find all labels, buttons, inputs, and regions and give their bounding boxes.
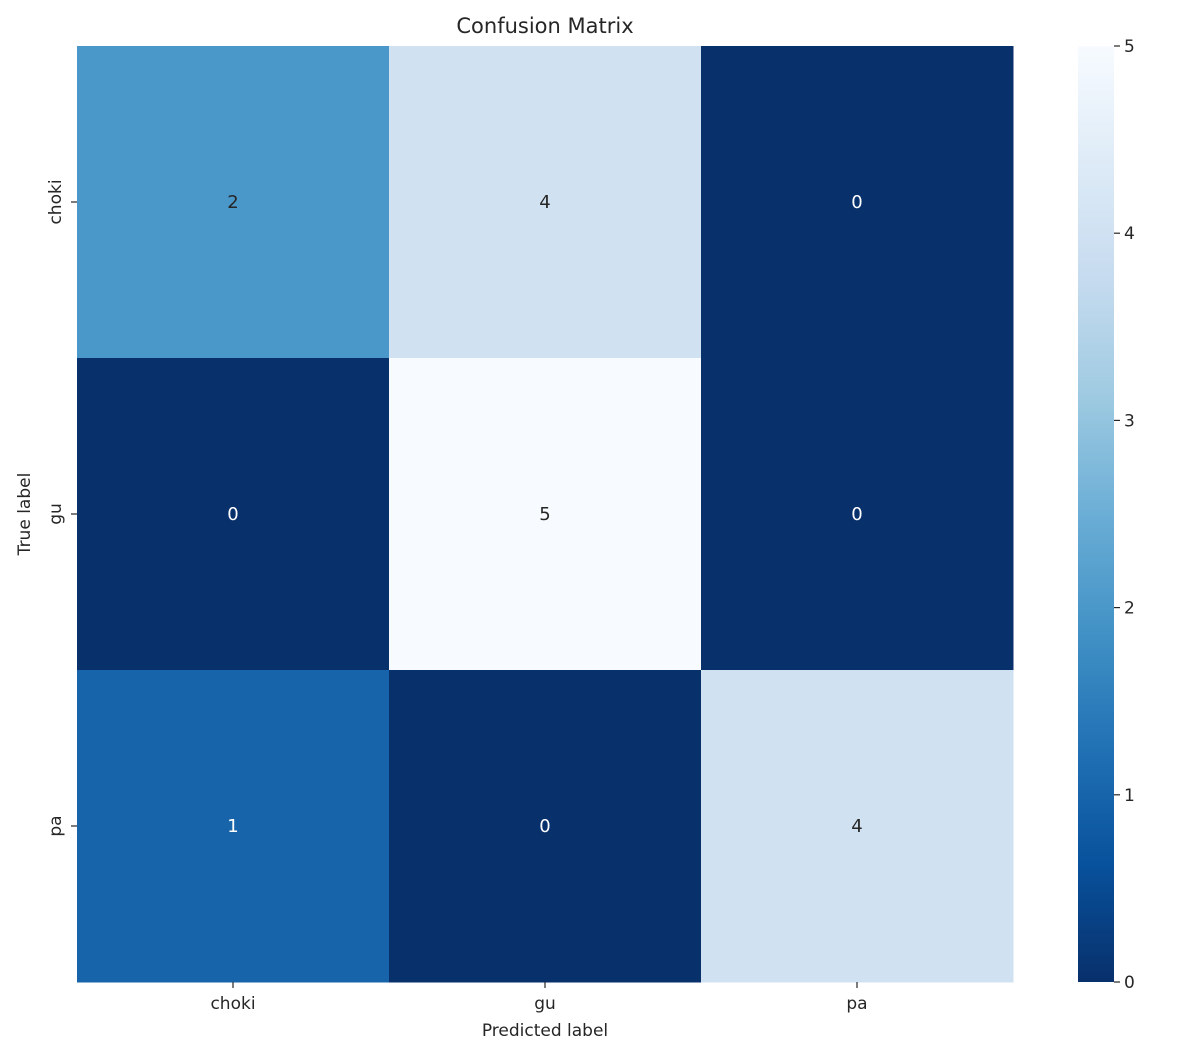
heatmap-cell-gu-pa (701, 358, 1014, 671)
heatmap-cell-pa-pa (701, 670, 1014, 983)
colorbar-tick-label-1: 1 (1124, 786, 1135, 806)
x-tick-label-choki: choki (210, 994, 255, 1014)
colorbar-tick-label-5: 5 (1124, 37, 1135, 57)
cell-labels: 2 4 0 0 5 0 1 0 4 (227, 192, 862, 837)
cell-value-choki-pa: 0 (851, 192, 862, 213)
heatmap-cell-choki-gu (389, 46, 702, 359)
x-tick-label-pa: pa (846, 994, 867, 1014)
heatmap-cell-gu-choki (77, 358, 390, 671)
cell-value-gu-pa: 0 (851, 504, 862, 525)
y-tick-label-pa: pa (46, 815, 66, 836)
x-axis-label: Predicted label (482, 1021, 608, 1041)
chart-title: Confusion Matrix (456, 14, 633, 38)
x-tick-label-gu: gu (534, 994, 556, 1014)
cell-value-pa-choki: 1 (227, 816, 238, 837)
heatmap-cell-pa-gu (389, 670, 702, 983)
x-axis-ticks: choki gu pa (210, 982, 868, 1014)
heatmap-cell-choki-pa (701, 46, 1014, 359)
colorbar (1078, 46, 1114, 982)
colorbar-ticks: 0 1 2 3 4 5 (1114, 37, 1135, 993)
heatmap-cell-gu-gu (389, 358, 702, 671)
cell-value-choki-choki: 2 (227, 192, 238, 213)
colorbar-tick-label-3: 3 (1124, 411, 1135, 431)
heatmap-cell-pa-choki (77, 670, 390, 983)
y-axis-ticks: choki gu pa (46, 179, 77, 837)
colorbar-tick-label-4: 4 (1124, 224, 1135, 244)
cell-value-pa-gu: 0 (539, 816, 550, 837)
cell-value-pa-pa: 4 (851, 816, 862, 837)
cell-value-gu-choki: 0 (227, 504, 238, 525)
cell-value-choki-gu: 4 (539, 192, 550, 213)
colorbar-tick-label-2: 2 (1124, 599, 1135, 619)
heatmap-cells (77, 46, 1014, 983)
heatmap-cell-choki-choki (77, 46, 390, 359)
y-tick-label-choki: choki (46, 179, 66, 224)
y-tick-label-gu: gu (46, 503, 66, 525)
y-axis-label: True label (15, 473, 35, 557)
cell-value-gu-gu: 5 (539, 504, 550, 525)
colorbar-tick-label-0: 0 (1124, 973, 1135, 993)
